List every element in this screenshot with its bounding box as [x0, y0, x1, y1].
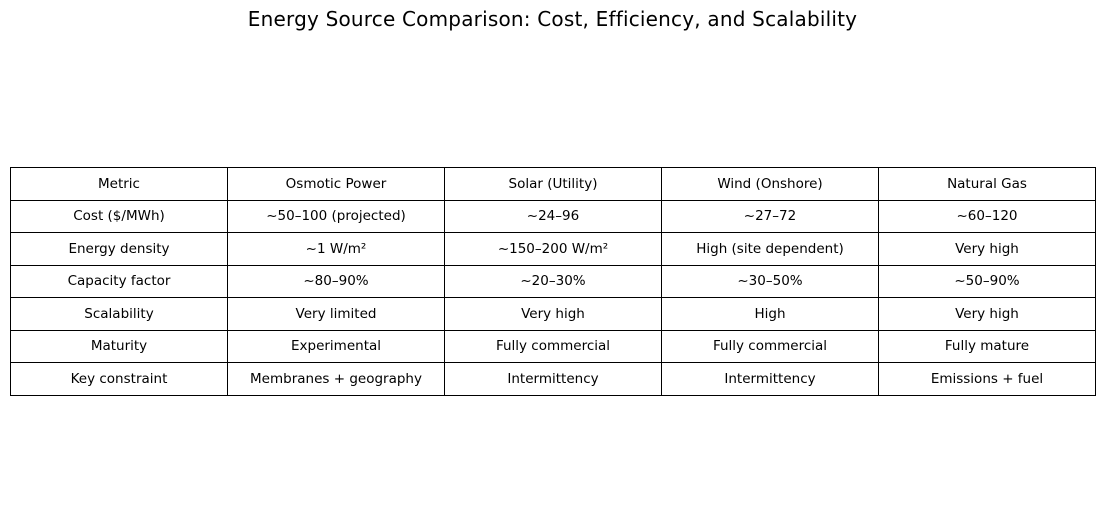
- table-body: Metric Osmotic Power Solar (Utility) Win…: [10, 167, 1096, 396]
- table-cell: ~20–30%: [444, 264, 662, 298]
- column-header: Natural Gas: [878, 167, 1096, 201]
- table-row: Maturity Experimental Fully commercial F…: [10, 329, 1096, 363]
- row-label: Maturity: [10, 329, 228, 363]
- table-cell: ~50–100 (projected): [227, 199, 445, 233]
- table-row: Cost ($/MWh) ~50–100 (projected) ~24–96 …: [10, 199, 1096, 233]
- table-row: Scalability Very limited Very high High …: [10, 297, 1096, 331]
- table-cell: Very high: [878, 297, 1096, 331]
- table-cell: Emissions + fuel: [878, 362, 1096, 396]
- table-row: Energy density ~1 W/m² ~150–200 W/m² Hig…: [10, 232, 1096, 266]
- table-cell: Fully mature: [878, 329, 1096, 363]
- table-cell: High: [661, 297, 879, 331]
- table-cell: Intermittency: [444, 362, 662, 396]
- table-cell: ~27–72: [661, 199, 879, 233]
- column-header: Metric: [10, 167, 228, 201]
- table-cell: ~60–120: [878, 199, 1096, 233]
- table-cell: ~50–90%: [878, 264, 1096, 298]
- table-row: Key constraint Membranes + geography Int…: [10, 362, 1096, 396]
- table-cell: Fully commercial: [661, 329, 879, 363]
- row-label: Capacity factor: [10, 264, 228, 298]
- comparison-table: Metric Osmotic Power Solar (Utility) Win…: [10, 167, 1096, 396]
- row-label: Scalability: [10, 297, 228, 331]
- table-cell: High (site dependent): [661, 232, 879, 266]
- row-label: Energy density: [10, 232, 228, 266]
- table-row: Capacity factor ~80–90% ~20–30% ~30–50% …: [10, 264, 1096, 298]
- table-cell: Intermittency: [661, 362, 879, 396]
- chart-title: Energy Source Comparison: Cost, Efficien…: [247, 7, 858, 31]
- column-header: Osmotic Power: [227, 167, 445, 201]
- row-label: Key constraint: [10, 362, 228, 396]
- column-header: Solar (Utility): [444, 167, 662, 201]
- comparison-table-container: Metric Osmotic Power Solar (Utility) Win…: [10, 167, 1096, 396]
- table-cell: Very high: [444, 297, 662, 331]
- table-cell: ~80–90%: [227, 264, 445, 298]
- table-cell: ~1 W/m²: [227, 232, 445, 266]
- table-cell: ~150–200 W/m²: [444, 232, 662, 266]
- table-header-row: Metric Osmotic Power Solar (Utility) Win…: [10, 167, 1096, 201]
- table-cell: ~30–50%: [661, 264, 879, 298]
- table-cell: Very high: [878, 232, 1096, 266]
- table-cell: Very limited: [227, 297, 445, 331]
- table-cell: ~24–96: [444, 199, 662, 233]
- table-cell: Membranes + geography: [227, 362, 445, 396]
- column-header: Wind (Onshore): [661, 167, 879, 201]
- table-cell: Fully commercial: [444, 329, 662, 363]
- row-label: Cost ($/MWh): [10, 199, 228, 233]
- table-cell: Experimental: [227, 329, 445, 363]
